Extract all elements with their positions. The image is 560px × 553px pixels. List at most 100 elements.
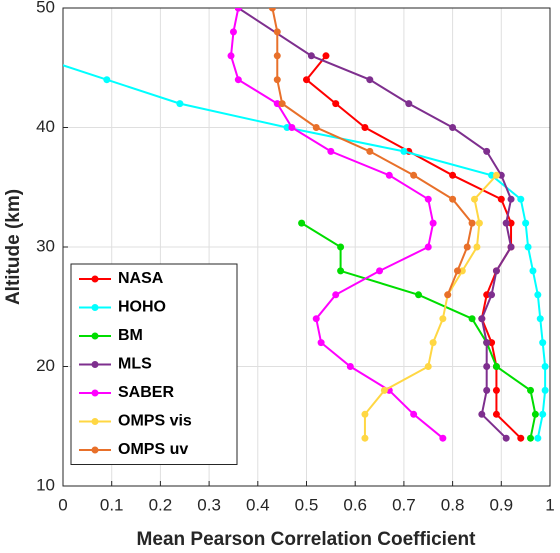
data-point <box>517 195 525 203</box>
data-point <box>332 291 340 299</box>
data-point <box>283 124 291 131</box>
data-point <box>458 267 466 275</box>
data-point <box>488 339 496 347</box>
data-point <box>273 52 281 60</box>
data-point <box>449 195 457 203</box>
data-point <box>502 434 510 442</box>
series-line <box>229 8 444 439</box>
data-point <box>424 363 432 370</box>
data-point <box>507 195 515 203</box>
data-point <box>497 171 505 179</box>
data-point <box>366 147 374 155</box>
plot-area <box>30 8 549 442</box>
data-point <box>234 8 242 12</box>
y-tick-label: 20 <box>36 356 55 375</box>
legend-marker <box>91 418 99 425</box>
data-point <box>376 267 384 275</box>
series-line <box>363 174 498 439</box>
data-point <box>483 339 491 347</box>
data-point <box>541 363 549 370</box>
x-tick-label: 0.3 <box>197 495 221 514</box>
legend-marker <box>91 332 99 340</box>
data-point <box>534 291 542 299</box>
data-point <box>492 363 500 370</box>
x-tick-label: 0.8 <box>441 495 465 514</box>
data-point <box>312 124 320 131</box>
data-point <box>424 195 432 203</box>
data-point <box>527 434 535 442</box>
data-point <box>522 219 530 227</box>
data-point <box>380 386 388 394</box>
data-point <box>463 243 471 251</box>
data-point <box>361 410 369 418</box>
data-point <box>439 315 447 323</box>
data-point <box>483 386 491 394</box>
legend-marker <box>91 446 99 454</box>
data-point <box>337 243 345 251</box>
data-point <box>529 267 537 275</box>
data-point <box>449 124 457 131</box>
plot-frame <box>62 7 551 487</box>
legend-label: OMPS uv <box>118 441 188 458</box>
x-tick-label: 0.2 <box>149 495 173 514</box>
data-point <box>444 291 452 299</box>
data-point <box>312 315 320 323</box>
legend-label: HOHO <box>118 299 166 316</box>
y-tick-label: 40 <box>36 117 55 136</box>
data-point <box>488 171 496 179</box>
data-point <box>524 243 532 251</box>
x-tick-label: 0.6 <box>343 495 367 514</box>
legend-label: BM <box>118 327 143 344</box>
x-tick-label: 0 <box>58 495 67 514</box>
y-axis-label: Altitude (km) <box>3 189 24 305</box>
data-point <box>361 434 369 442</box>
data-point <box>483 291 491 299</box>
data-point <box>307 52 315 60</box>
data-point <box>405 100 413 108</box>
data-point <box>473 243 481 251</box>
data-point <box>273 28 281 36</box>
data-point <box>507 243 515 251</box>
data-point <box>536 315 544 323</box>
data-point <box>415 291 423 299</box>
data-point <box>483 363 491 370</box>
data-point <box>534 434 542 442</box>
data-point <box>502 219 510 227</box>
x-axis-label: Mean Pearson Correlation Coefficient <box>137 529 477 550</box>
data-point <box>468 219 476 227</box>
data-point <box>303 76 310 84</box>
data-point <box>273 100 281 108</box>
y-tick-label: 10 <box>36 475 55 494</box>
data-point <box>366 76 374 84</box>
data-point <box>478 410 486 418</box>
data-point <box>176 100 184 108</box>
y-tick-label: 50 <box>36 0 55 16</box>
legend-label: OMPS vis <box>118 413 192 430</box>
legend-marker <box>91 304 99 311</box>
data-point <box>497 195 505 203</box>
data-point <box>531 410 539 418</box>
legend-label: SABER <box>118 384 174 401</box>
data-point <box>478 315 486 323</box>
data-point <box>475 219 483 227</box>
data-point <box>385 171 393 179</box>
data-point <box>539 410 547 418</box>
data-point <box>439 434 447 442</box>
data-point <box>30 52 37 59</box>
data-point <box>483 147 491 155</box>
data-point <box>492 171 500 179</box>
data-point <box>332 100 340 108</box>
data-point <box>507 219 515 227</box>
data-point <box>273 76 281 84</box>
data-point <box>429 219 437 227</box>
legend-marker <box>91 389 99 397</box>
data-point <box>471 195 479 203</box>
data-point <box>346 363 354 370</box>
data-point <box>227 52 235 60</box>
data-point <box>492 410 500 418</box>
data-point <box>453 267 461 275</box>
data-point <box>337 267 345 275</box>
series-line <box>301 222 537 439</box>
data-point <box>400 147 408 155</box>
data-point <box>361 124 369 131</box>
